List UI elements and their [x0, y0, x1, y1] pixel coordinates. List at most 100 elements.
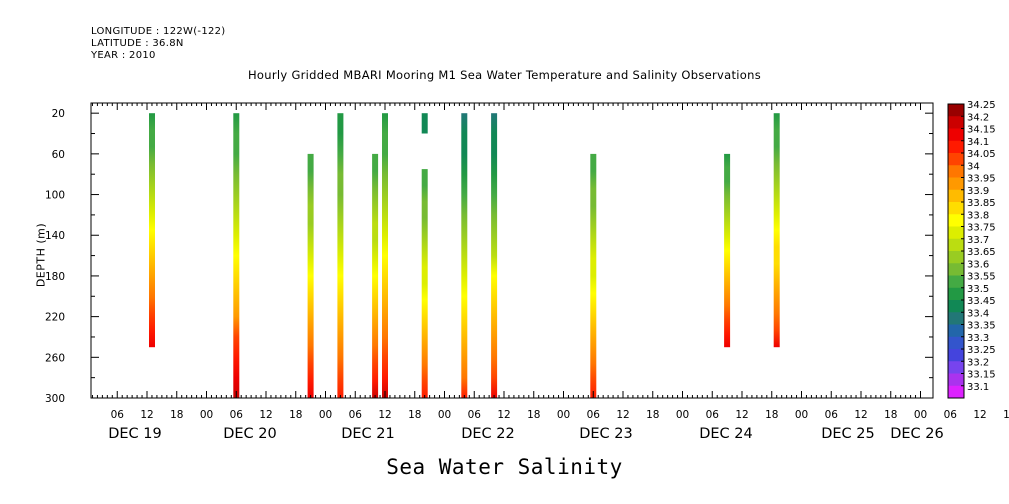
colorbar-label: 33.9 [967, 186, 989, 197]
x-day-label: DEC 23 [579, 426, 633, 442]
x-hour-label: 12 [497, 409, 510, 421]
x-hour-label: 00 [319, 409, 332, 421]
y-tick-label: 180 [45, 271, 65, 283]
data-column [149, 113, 155, 348]
colorbar-label: 33.2 [967, 357, 989, 368]
colorbar-swatch [948, 116, 964, 129]
colorbar-swatch [948, 202, 964, 215]
x-hour-label: 18 [408, 409, 421, 421]
data-column [307, 153, 314, 398]
longitude-label: LONGITUDE : 122W(-122) [91, 26, 226, 37]
colorbar-swatch [948, 361, 964, 374]
chart-title: Hourly Gridded MBARI Mooring M1 Sea Wate… [247, 68, 762, 82]
x-hour-label: 06 [349, 409, 363, 421]
colorbar-swatch [948, 275, 964, 289]
colorbar-label: 33.4 [967, 308, 989, 319]
colorbar-swatch [948, 104, 964, 117]
colorbar-swatch [948, 324, 964, 338]
colorbar-label: 33.45 [967, 296, 996, 307]
colorbar-swatch [948, 300, 964, 313]
colorbar-label: 33.65 [967, 247, 996, 258]
colorbar-label: 33.3 [967, 333, 989, 344]
colorbar-label: 33.15 [967, 370, 996, 381]
x-hour-label: 00 [557, 409, 570, 421]
colorbar-label: 33.35 [967, 321, 996, 332]
colorbar-swatch [948, 238, 964, 252]
colorbar-swatch [948, 312, 964, 325]
x-hour-label: 18 [527, 409, 540, 421]
colorbar-label: 33.6 [967, 259, 989, 270]
x-hour-label: 06 [468, 409, 482, 421]
colorbar-swatch [948, 140, 964, 154]
data-column [590, 153, 597, 398]
x-hour-label: 12 [973, 409, 986, 421]
data-column [421, 169, 428, 398]
colorbar-swatch [948, 226, 964, 240]
x-hour-label: 18 [289, 409, 302, 421]
colorbar-swatch [948, 189, 964, 203]
x-hour-label: 12 [259, 409, 272, 421]
x-hour-label: 18 [884, 409, 897, 421]
colorbar-label: 33.25 [967, 345, 996, 356]
data-columns [149, 113, 780, 398]
x-hour-label: 00 [438, 409, 451, 421]
colorbar-label: 34.25 [967, 100, 996, 111]
data-column [382, 113, 388, 398]
data-column [461, 113, 468, 398]
x-hour-label: 12 [735, 409, 748, 421]
colorbar-swatch [948, 349, 964, 362]
x-day-label: DEC 25 [821, 426, 875, 442]
colorbar-swatch [948, 373, 964, 387]
data-column [372, 153, 379, 398]
colorbar-swatch [948, 251, 964, 264]
colorbar-swatch [948, 128, 964, 142]
x-hour-label: 18 [765, 409, 778, 421]
colorbar-swatch [948, 287, 964, 301]
colorbar-label: 33.7 [967, 235, 989, 246]
x-day-label: DEC 26 [890, 426, 944, 442]
colorbar-swatch [948, 263, 964, 276]
x-hour-label: 06 [944, 409, 958, 421]
colorbar-swatch [948, 153, 964, 166]
colorbar: 34.2534.234.1534.134.053433.9533.933.853… [947, 100, 996, 399]
colorbar-swatch [948, 385, 964, 399]
colorbar-label: 34.1 [967, 137, 989, 148]
colorbar-label: 33.5 [967, 284, 989, 295]
colorbar-label: 34.2 [967, 112, 989, 123]
latitude-label: LATITUDE : 36.8N [91, 38, 184, 49]
plot-frame [90, 102, 934, 399]
y-tick-label: 140 [45, 230, 65, 242]
colorbar-label: 33.55 [967, 272, 996, 283]
x-hour-label: 06 [825, 409, 839, 421]
colorbar-swatch [948, 336, 964, 350]
x-hour-label: 18 [646, 409, 659, 421]
colorbar-swatch [948, 177, 964, 191]
y-tick-label: 220 [45, 312, 65, 324]
x-hour-label: 18 [1003, 409, 1009, 421]
colorbar-swatch [948, 165, 964, 178]
x-hour-label: 06 [587, 409, 601, 421]
y-tick-label: 20 [52, 108, 65, 120]
axes: 20 60 100 140 180 220 260 300 06 12 18 00 06 12 18 00 06… [45, 103, 1009, 442]
x-day-label: DEC 19 [108, 426, 162, 442]
colorbar-label: 33.1 [967, 382, 989, 393]
y-tick-label: 60 [52, 149, 65, 161]
year-label: YEAR : 2010 [91, 50, 156, 61]
x-hour-label: 06 [706, 409, 720, 421]
data-column [233, 113, 240, 398]
colorbar-label: 34 [967, 161, 980, 172]
x-hour-label: 12 [854, 409, 867, 421]
x-hour-label: 06 [111, 409, 125, 421]
data-column [421, 113, 428, 134]
data-column [724, 153, 731, 348]
colorbar-label: 34.15 [967, 125, 996, 136]
x-hour-label: 00 [914, 409, 927, 421]
x-day-label: DEC 22 [461, 426, 515, 442]
x-axis-title: Sea Water Salinity [386, 455, 623, 479]
y-tick-label: 260 [45, 352, 65, 364]
colorbar-swatch [948, 214, 964, 227]
x-hour-label: 12 [140, 409, 153, 421]
data-column [491, 113, 498, 398]
x-hour-label: 00 [676, 409, 689, 421]
